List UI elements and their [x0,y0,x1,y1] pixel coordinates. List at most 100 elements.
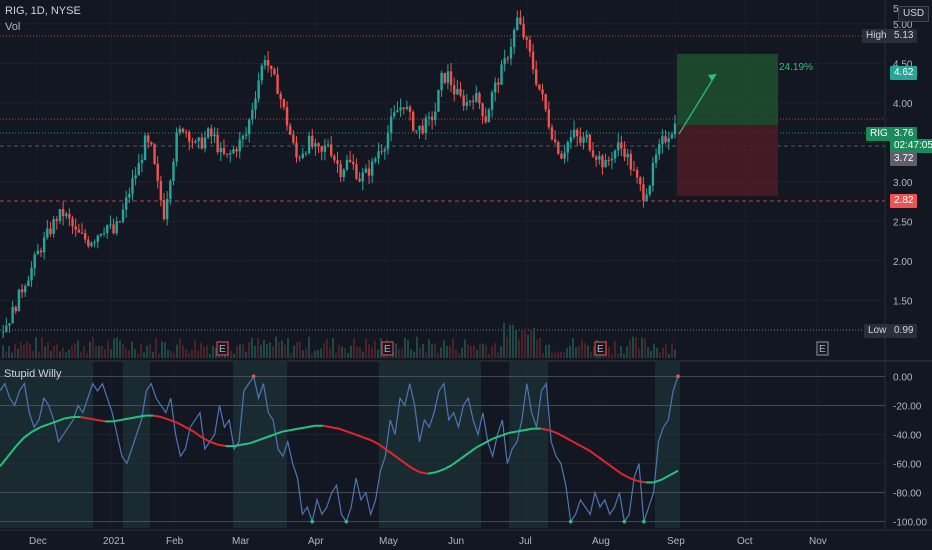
candle-body [579,136,582,143]
candle-body [162,200,166,220]
volume-bar [530,329,532,358]
volume-bar [266,344,268,358]
volume-bar [119,340,121,358]
candle-body [112,224,115,234]
candle-body [14,306,17,312]
osc-trend-segment [419,471,428,475]
volume-bar [482,343,484,358]
osc-trend-segment [483,437,493,445]
candle-body [512,29,516,47]
position-stop-zone [677,124,778,197]
volume-bar [548,344,550,358]
currency-button[interactable]: USD [898,6,930,22]
volume-bar [299,341,301,358]
indicator-title[interactable]: Stupid Willy [4,368,62,380]
symbol-header[interactable]: RIG, 1D, NYSE [5,5,81,17]
candle-body [396,110,399,113]
volume-bar [107,340,109,358]
candle-body [591,150,595,157]
candle-body [358,178,361,182]
candle-body [632,169,636,171]
volume-bar [215,347,217,358]
candle-body [301,153,305,158]
candle-body [232,149,235,154]
candle-body [418,125,421,131]
candle-body [626,153,629,158]
osc-trend-segment [153,414,162,419]
candle-body [642,184,645,201]
osc-trend-segment [378,443,389,452]
osc-trend-segment [653,478,663,484]
volume-bar [635,337,637,358]
volume-bar [665,344,667,358]
candle-body [494,82,497,93]
candle-body [178,128,181,133]
candle-body [408,106,412,113]
volume-bar [653,343,655,358]
candle-body [380,151,383,153]
candle-body [317,143,320,147]
time-tick-label: Dec [29,536,47,547]
time-tick-label: Jul [519,536,532,547]
volume-bar [356,346,358,358]
volume-bar [41,336,43,358]
volume-bar [212,345,214,358]
volume-bar [278,342,280,358]
earnings-marker-box [594,341,607,356]
candle-body [569,137,573,143]
volume-bar [140,343,142,358]
volume-bar [122,344,124,358]
volume-bar [617,353,619,358]
candle-body [598,155,601,160]
candle-body [383,149,387,152]
candle-body [200,137,204,149]
candle-body [370,161,374,176]
candle-body [481,103,484,117]
volume-bar [176,344,178,358]
volume-bar [101,345,103,358]
candle-body [118,221,122,223]
candle-body [352,162,355,165]
osc-trend-segment [112,418,122,423]
osc-trend-segment [629,477,638,482]
candle-body [620,142,623,149]
volume-bar [257,338,259,358]
candle-body [462,95,465,106]
osc-trend-segment [524,427,533,432]
candle-body [443,72,446,83]
volume-bar [35,337,37,358]
osc-trend-segment [402,461,413,469]
osc-trend-segment [427,471,437,475]
candle-body [140,159,144,164]
volume-bar [458,353,460,358]
candle-body [87,239,90,247]
candle-body [17,289,21,312]
volume-bar [185,348,187,358]
volume-bar [83,345,85,358]
candle-body [314,143,317,147]
volume-bar [236,346,238,358]
candle-body [225,153,229,155]
candle-body [251,109,254,120]
volume-bar [338,345,340,358]
volume-bar [44,346,46,358]
volume-bar [197,351,199,358]
volume-bar [302,350,304,358]
candle-body [386,132,390,150]
volume-bar [422,343,424,358]
volume-bar [560,351,562,358]
osc-trend-segment [580,445,590,452]
volume-bar [527,334,529,358]
volume-bar [116,337,118,358]
candle-body [459,88,462,96]
volume-bar [47,341,49,358]
osc-trend-segment [443,464,453,471]
volume-label[interactable]: Vol [5,21,21,33]
volume-bar [143,352,145,358]
candle-body [257,80,260,99]
volume-bar [365,338,367,358]
osc-trend-segment [661,474,671,481]
volume-bar [293,345,295,358]
volume-bar [404,337,406,358]
